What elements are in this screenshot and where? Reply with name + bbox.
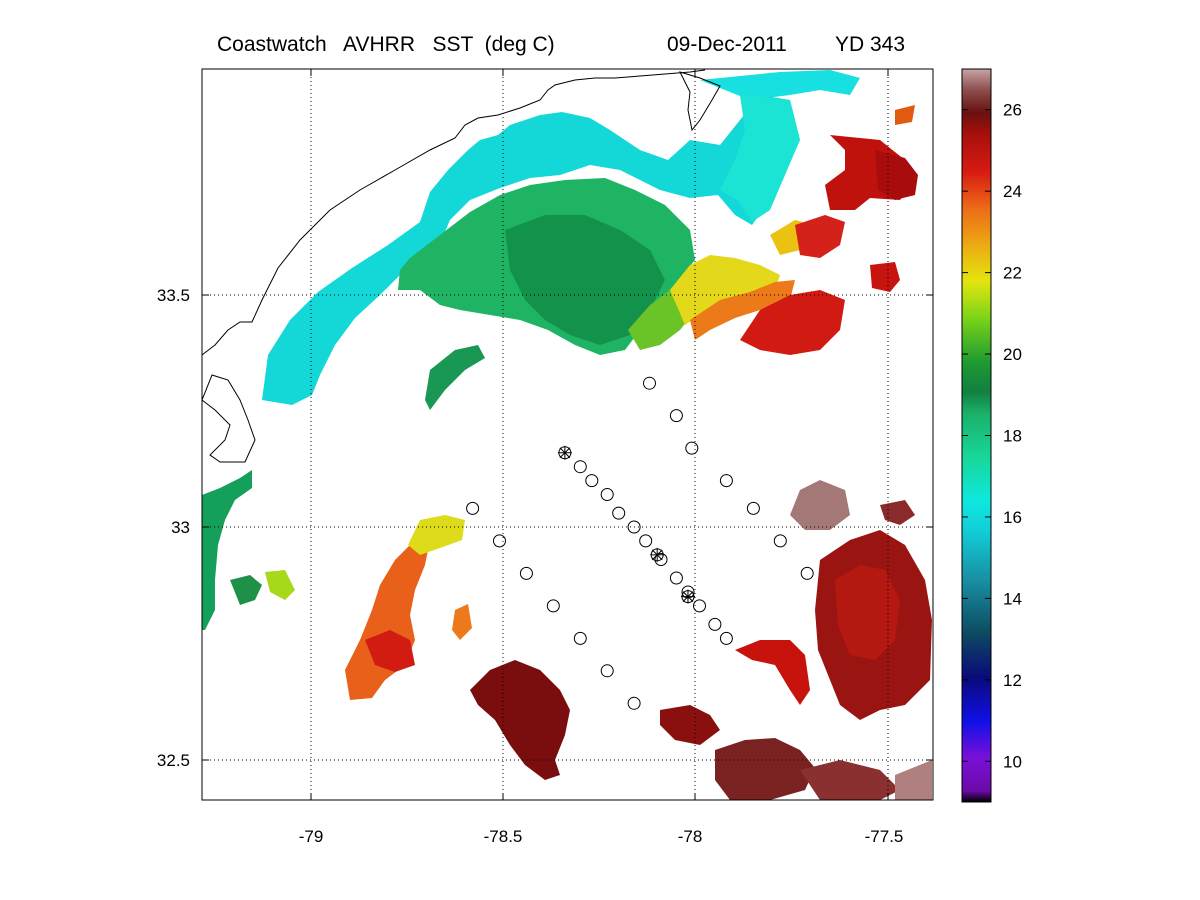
sst-patch-maroon-east xyxy=(800,760,900,800)
station-circle-marker xyxy=(685,441,699,455)
colorbar-tick-label: 12 xyxy=(1003,671,1022,690)
sst-patch-green-west-2 xyxy=(230,575,262,605)
station-circle-marker xyxy=(639,534,653,548)
map-title: Coastwatch AVHRR SST (deg C) xyxy=(217,33,555,56)
colorbar-tick-label: 10 xyxy=(1003,752,1022,771)
colorbar-ticks: 26 24 22 20 18 16 14 12 10 xyxy=(962,101,1022,771)
map-axes-frame xyxy=(201,68,934,801)
station-circle-marker xyxy=(643,376,656,390)
sst-patch-red-streamer xyxy=(735,640,810,705)
sst-patch-yellow-southwest xyxy=(408,515,465,555)
station-circle-marker xyxy=(719,474,733,488)
sst-patch-red-offshore-north xyxy=(740,290,845,355)
sst-patch-red-north xyxy=(795,215,845,258)
sst-patch-brown-east xyxy=(880,500,915,525)
sst-patch-yellow-front xyxy=(670,255,780,325)
colorbar-tick-label: 16 xyxy=(1003,508,1022,527)
station-circle-marker xyxy=(600,488,614,501)
station-circle-marker xyxy=(627,520,641,534)
sst-patch-maroon-southeast xyxy=(715,738,815,800)
x-tick-label: -77.5 xyxy=(865,827,904,846)
colorbar-tick-label: 20 xyxy=(1003,345,1022,364)
sst-patch-cyan-northeast xyxy=(700,70,860,100)
station-circle-marker xyxy=(654,553,668,566)
station-circle-marker xyxy=(773,534,787,548)
sst-patch-orange-small xyxy=(452,604,472,640)
station-star-marker xyxy=(680,589,695,604)
colorbar-tick-label: 22 xyxy=(1003,264,1022,283)
sst-patch-orange-northeast xyxy=(895,105,915,125)
colorbar-tick-label: 26 xyxy=(1003,101,1022,120)
sst-patch-cyan-shelf xyxy=(720,95,800,222)
station-circle-marker xyxy=(573,631,587,645)
station-circle-marker xyxy=(573,460,587,474)
sst-patch-green-filament xyxy=(425,345,485,410)
coastline-bays xyxy=(202,374,256,463)
station-circle-marker xyxy=(708,617,722,631)
y-tick-label: 32.5 xyxy=(157,751,190,770)
station-circle-marker xyxy=(546,599,560,613)
coastline-island xyxy=(679,71,721,132)
colorbar-tick-label: 18 xyxy=(1003,427,1022,446)
sst-patch-darkred-south-central xyxy=(470,660,570,780)
x-tick-label: -79 xyxy=(299,827,324,846)
station-circle-marker xyxy=(669,409,683,423)
station-circle-marker xyxy=(719,631,733,645)
colorbar-tick-label: 14 xyxy=(1003,589,1022,608)
sst-patch-cyan-nearshore xyxy=(262,95,800,405)
x-tick-label: -78 xyxy=(678,827,703,846)
sst-patch-orange-front xyxy=(690,280,795,340)
sst-field xyxy=(262,70,932,800)
station-star-marker xyxy=(557,445,572,460)
sst-patch-red-east-eddy xyxy=(835,565,900,660)
station-circle-marker xyxy=(693,599,706,613)
map-yearday: YD 343 xyxy=(835,33,905,56)
station-circle-marker xyxy=(519,566,533,580)
coastline xyxy=(202,69,706,356)
station-star-marker xyxy=(650,547,665,562)
x-tick-label: -78.5 xyxy=(484,827,523,846)
station-circle-marker xyxy=(612,506,626,520)
sst-patch-green-west xyxy=(202,470,252,630)
station-circle-marker xyxy=(585,474,599,488)
sst-patch-darkred-northeast xyxy=(875,150,918,200)
station-circle-marker xyxy=(493,534,506,548)
station-circle-marker xyxy=(669,571,683,585)
station-markers xyxy=(466,376,814,710)
station-circle-marker xyxy=(746,501,760,515)
y-tick-label: 33 xyxy=(171,518,190,537)
station-circle-marker xyxy=(627,696,641,710)
y-tick-label: 33.5 xyxy=(157,286,190,305)
sst-patch-red-east xyxy=(870,262,900,292)
sst-patch-pink-southeast xyxy=(895,760,932,800)
map-plot-area xyxy=(202,69,933,800)
sst-patch-orange-southwest xyxy=(345,540,430,700)
colorbar-tick-label: 24 xyxy=(1003,182,1022,201)
axis-ticks xyxy=(202,69,933,800)
station-circle-marker xyxy=(466,501,480,515)
station-circle-marker xyxy=(600,664,614,678)
sst-patch-green-dark xyxy=(505,215,665,345)
sst-patch-pink-east xyxy=(790,480,850,530)
sst-patch-red-southwest xyxy=(365,630,415,672)
map-date: 09-Dec-2011 xyxy=(667,33,787,56)
station-circle-marker xyxy=(800,566,814,580)
colorbar: 26 24 22 20 18 16 14 12 10 xyxy=(961,68,1022,803)
sst-patch-darkred-south xyxy=(660,705,720,745)
sst-patch-yellowgreen-west xyxy=(265,570,295,600)
